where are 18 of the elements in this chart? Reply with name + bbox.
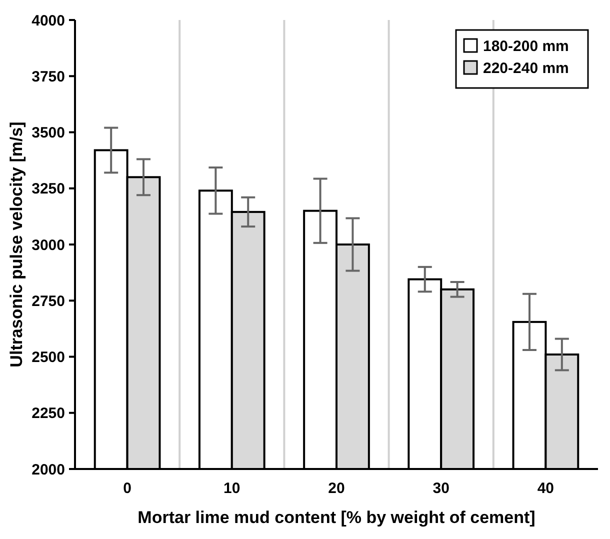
y-tick-label: 3000 xyxy=(32,236,65,254)
x-tick-label: 40 xyxy=(537,480,554,497)
legend-label: 180-200 mm xyxy=(483,38,569,55)
x-tick-label: 30 xyxy=(432,480,450,497)
x-axis-title: Mortar lime mud content [% by weight of cement] xyxy=(138,508,536,527)
y-tick-label: 3250 xyxy=(32,180,65,198)
y-tick-label: 3500 xyxy=(32,124,65,142)
y-tick-label: 2250 xyxy=(32,405,65,422)
x-tick-label: 20 xyxy=(328,480,345,497)
y-tick-label: 2000 xyxy=(32,461,65,478)
y-tick-label: 2500 xyxy=(32,349,65,366)
x-tick-label: 10 xyxy=(224,480,240,497)
y-tick-label: 2750 xyxy=(32,292,65,310)
y-tick-label: 3750 xyxy=(32,68,65,86)
x-tick-label: 0 xyxy=(123,480,132,497)
legend-label: 220-240 mm xyxy=(483,60,569,77)
y-tick-label: 4000 xyxy=(32,12,65,30)
y-axis-title: Ultrasonic pulse velocity [m/s] xyxy=(7,122,26,368)
